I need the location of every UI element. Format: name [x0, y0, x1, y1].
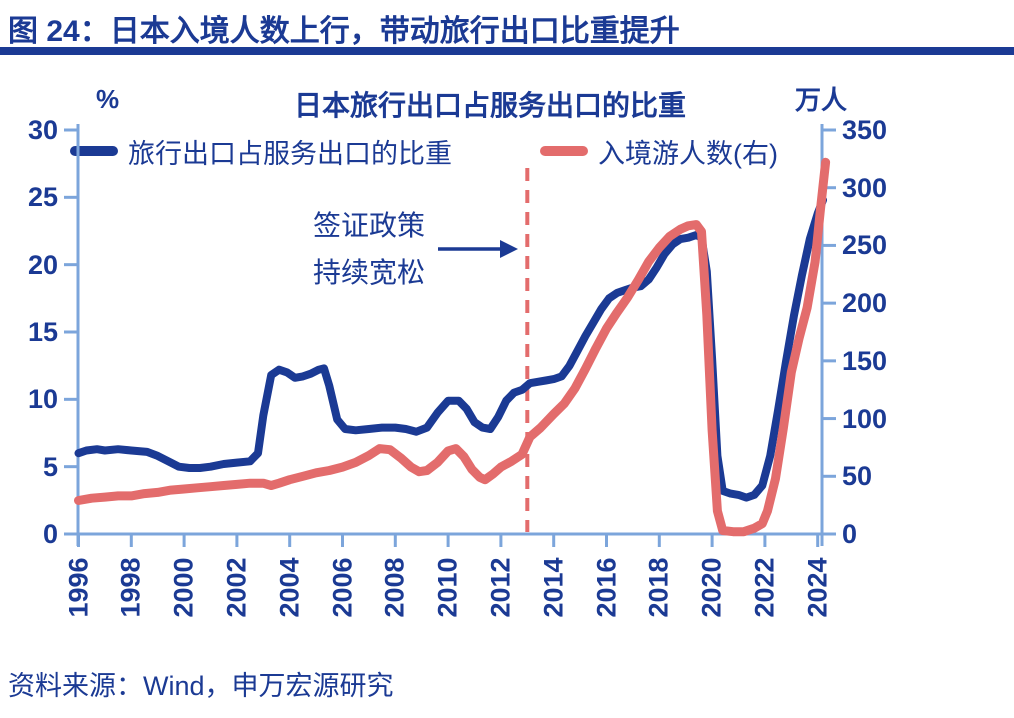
- x-axis-tick-label: 2014: [538, 557, 569, 618]
- legend-swatch-blue-line: [70, 146, 118, 156]
- x-axis-tick-label: 1996: [63, 557, 93, 618]
- right-axis-tick-label: 350: [842, 114, 888, 145]
- x-axis-tick-label: 2008: [379, 557, 410, 618]
- left-axis-tick-label: 10: [27, 384, 58, 415]
- left-axis-tick-label: 20: [27, 249, 58, 280]
- left-axis-tick-label: 15: [27, 316, 58, 347]
- right-axis-tick-label: 150: [842, 345, 888, 376]
- x-axis-tick-label: 2000: [168, 557, 199, 618]
- x-axis-tick-label: 1998: [115, 557, 146, 618]
- left-axis-tick-label: 30: [27, 114, 58, 145]
- left-axis-tick-label: 25: [27, 182, 58, 213]
- source-note: 资料来源：Wind，申万宏源研究: [8, 671, 394, 701]
- right-axis-tick-label: 50: [842, 461, 873, 492]
- x-axis-tick-label: 2004: [274, 557, 305, 618]
- x-axis-tick-label: 2006: [327, 557, 357, 618]
- title-underline: [0, 47, 1014, 55]
- right-axis-unit-label: 万人: [795, 85, 848, 115]
- legend-swatch-red-line: [540, 146, 588, 156]
- left-axis-tick-label: 5: [42, 451, 58, 482]
- right-axis-tick-label: 300: [842, 172, 888, 203]
- left-axis-unit-label: %: [96, 84, 120, 114]
- left-axis-tick-label: 0: [42, 519, 58, 549]
- figure-title: 图 24：日本入境人数上行，带动旅行出口比重提升: [8, 15, 680, 48]
- right-axis-tick-label: 100: [842, 403, 888, 434]
- right-axis-tick-label: 250: [842, 230, 888, 261]
- x-axis-tick-label: 2012: [485, 557, 516, 618]
- chart-title: 日本旅行出口占服务出口的比重: [293, 90, 686, 121]
- x-axis-tick-label: 2022: [749, 557, 780, 618]
- x-axis-tick-label: 2024: [802, 557, 833, 618]
- x-axis-tick-label: 2020: [696, 557, 727, 618]
- right-axis-tick-label: 0: [842, 519, 858, 549]
- x-axis-tick-label: 2018: [643, 557, 674, 618]
- x-axis-tick-label: 2002: [221, 557, 252, 618]
- x-axis-tick-label: 2016: [591, 557, 621, 618]
- x-axis-tick-label: 2010: [432, 557, 463, 618]
- right-axis-tick-label: 200: [842, 288, 888, 319]
